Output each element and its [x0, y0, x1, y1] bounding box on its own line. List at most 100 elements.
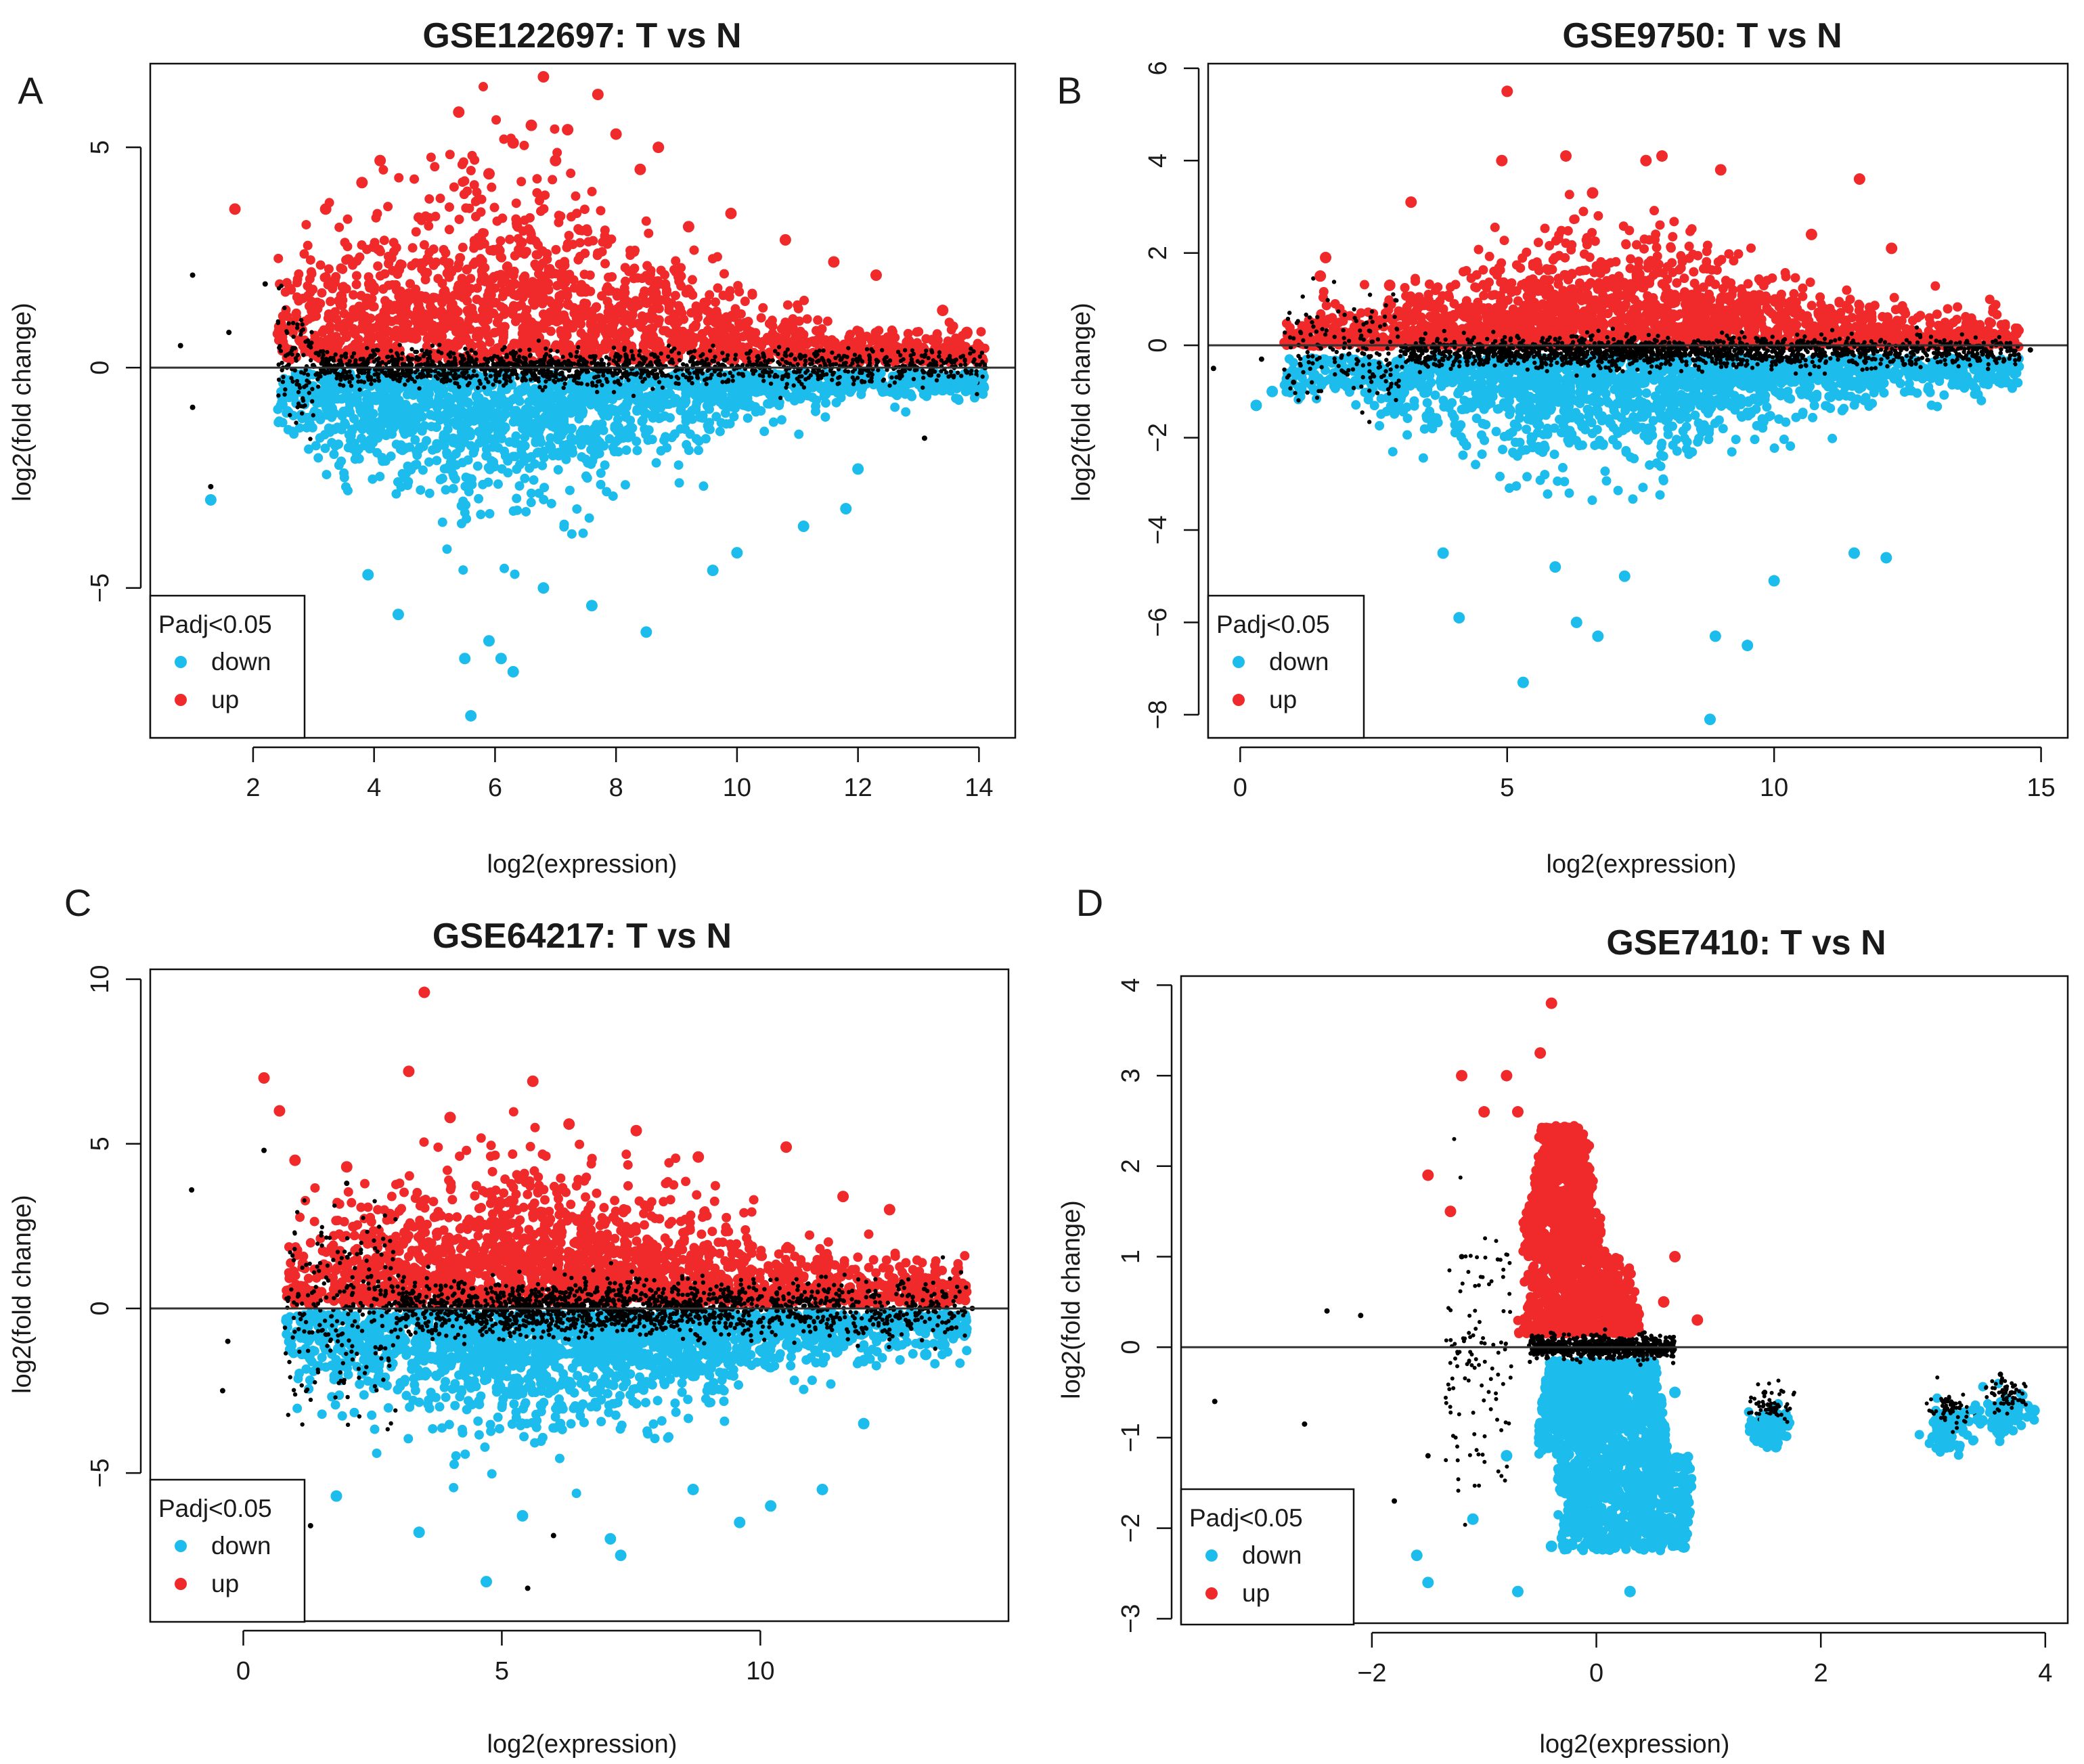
point-ns [307, 1522, 313, 1528]
y-tick-label: 4 [1144, 154, 1172, 168]
legend-marker-down [175, 1540, 187, 1552]
point-ns [1212, 1398, 1218, 1405]
panel-letter: C [64, 881, 91, 924]
point-up [229, 203, 241, 215]
point-up [828, 256, 840, 268]
point-up [1853, 173, 1865, 185]
point-ns [2020, 1398, 2026, 1405]
point-ns [190, 404, 196, 410]
point-up [780, 1141, 793, 1153]
x-axis-label: log2(expression) [487, 1730, 678, 1759]
point-up [374, 154, 386, 167]
panel-b: 0 5 10 15 −8 −6 −4 −2 0 2 4 6 GSE9750: T vs N Blog2(e… [1057, 16, 2069, 879]
panel-a: 2 4 6 8 10 12 14 −5 0 5 GSE122697: T vs N Alog2(exp… [8, 16, 1017, 879]
point-down [1669, 1386, 1681, 1398]
point-down [604, 1533, 617, 1545]
series-up [1422, 997, 1704, 1326]
point-up [273, 1105, 286, 1117]
x-tick-label: 8 [609, 774, 623, 802]
y-axis-label: log2(fold change) [8, 1195, 37, 1394]
point-ns [2012, 351, 2018, 357]
point-ns [550, 1533, 556, 1539]
point-up [525, 119, 537, 131]
point-down [537, 582, 550, 594]
legend-marker-down [1205, 1549, 1218, 1562]
legend-label-down: down [211, 648, 271, 676]
point-ns [1941, 1398, 1947, 1405]
point-down [1570, 616, 1582, 628]
y-tick-label: −4 [1144, 515, 1172, 544]
point-down [1411, 1549, 1423, 1562]
point-down [1742, 640, 1754, 652]
panel-title: GSE64217: T vs N [433, 917, 732, 956]
legend-label-down: down [211, 1532, 271, 1560]
point-down [920, 1348, 932, 1361]
point-up [1669, 1250, 1681, 1262]
point-up [340, 1161, 353, 1173]
point-up [1640, 154, 1652, 167]
legend-label-up: up [211, 1570, 239, 1597]
x-tick-label: 4 [367, 774, 381, 802]
x-axis: −2 0 2 4 [1357, 1631, 2052, 1688]
x-tick-label: 14 [965, 774, 993, 802]
point-down [413, 1526, 425, 1539]
y-axis-label: log2(fold change) [8, 303, 37, 502]
y-tick-label: −2 [1144, 423, 1172, 452]
point-ns [219, 1388, 225, 1394]
y-tick-label: 0 [86, 1301, 114, 1315]
point-down [1624, 1585, 1636, 1597]
point-cloud [272, 82, 990, 579]
series-ns [1212, 1254, 2026, 1504]
point-up [562, 124, 574, 136]
point-up [1658, 1296, 1670, 1308]
point-down [1880, 552, 1892, 564]
point-up [725, 207, 737, 219]
y-tick-label: −2 [1117, 1514, 1145, 1543]
point-down [1422, 1576, 1434, 1589]
point-ns [1258, 356, 1264, 362]
point-up [1383, 279, 1396, 291]
series-ns [189, 1147, 975, 1591]
series-up [258, 986, 942, 1278]
x-tick-label: 0 [1589, 1659, 1603, 1688]
legend-title: Padj<0.05 [1189, 1504, 1303, 1532]
legend-title: Padj<0.05 [1216, 611, 1330, 638]
x-axis-label: log2(expression) [1540, 1730, 1730, 1759]
point-ns [1210, 366, 1216, 372]
point-down [1501, 1450, 1513, 1462]
point-down [1972, 1413, 1984, 1426]
point-ns [948, 1325, 954, 1331]
point-up [1511, 1106, 1524, 1118]
point-up [1314, 270, 1327, 282]
x-tick-label: 2 [246, 774, 260, 802]
point-up [1557, 1124, 1569, 1136]
y-axis-label: log2(fold change) [1067, 303, 1096, 502]
panel-c: 0 5 10 −5 0 5 10 GSE64217: T vs N Clog2(expressi… [8, 881, 1010, 1759]
point-up [1478, 1106, 1490, 1118]
y-tick-label: 10 [86, 965, 114, 993]
legend-marker-up [1205, 1587, 1218, 1600]
series-down [1250, 362, 2015, 726]
point-up [610, 128, 622, 140]
point-up [1501, 85, 1513, 97]
y-tick-label: 1 [1117, 1250, 1145, 1264]
point-up [403, 1065, 415, 1078]
point-down [1768, 575, 1780, 587]
point-ns [1302, 1421, 1308, 1427]
point-down [731, 547, 743, 559]
x-tick-label: 5 [1500, 774, 1514, 802]
point-ns [1582, 1348, 1588, 1354]
legend: Padj<0.05 down up [1207, 594, 1365, 739]
point-up [258, 1072, 270, 1084]
point-down [1545, 1540, 1557, 1552]
legend-label-up: up [211, 686, 239, 713]
point-ns [190, 272, 196, 278]
point-cloud [1443, 1121, 2039, 1556]
point-ns [226, 330, 232, 336]
point-down [734, 1516, 746, 1528]
point-down [1770, 1440, 1782, 1453]
y-tick-label: −5 [86, 573, 114, 602]
y-tick-label: 6 [1144, 61, 1172, 75]
point-down [1848, 547, 1860, 559]
legend-marker-down [1233, 656, 1245, 668]
